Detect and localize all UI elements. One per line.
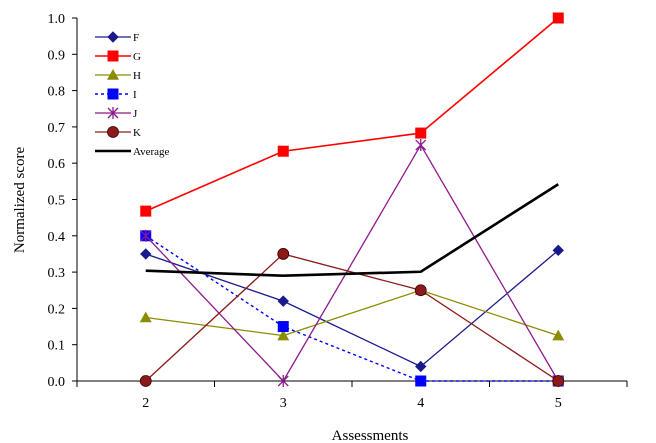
data-point — [140, 248, 152, 260]
legend-label: I — [133, 89, 137, 101]
x-axis-title: Assessments — [332, 428, 409, 443]
legend-entry: F — [95, 31, 139, 44]
y-tick-label: 0.8 — [48, 85, 66, 100]
legend-label: H — [133, 70, 141, 82]
legend-swatch-marker — [107, 107, 119, 119]
series-k — [139, 248, 565, 387]
data-point — [139, 311, 152, 323]
y-tick-label: 0.2 — [48, 302, 66, 317]
legend-swatch-marker — [107, 50, 119, 62]
legend-entry: J — [95, 107, 138, 120]
legend-label: F — [133, 32, 139, 44]
legend-entry: H — [95, 69, 141, 82]
y-axis-title: Normalized score — [12, 147, 28, 254]
series-f — [140, 244, 564, 373]
data-point — [277, 145, 289, 157]
legend-entry: I — [95, 88, 137, 101]
data-point — [415, 139, 427, 152]
legend-swatch-marker — [107, 126, 119, 138]
data-point — [414, 284, 427, 297]
legend-entry: K — [95, 126, 141, 139]
legend-label: G — [133, 51, 141, 63]
y-tick-label: 0.6 — [48, 157, 66, 172]
axes: 0.0 0.1 0.2 0.3 0.4 0.5 0.6 0.7 0.8 0.9 1.0 2 3 4 5 — [48, 12, 628, 411]
legend-label: J — [133, 108, 138, 120]
series-j — [140, 139, 564, 387]
data-point — [552, 244, 564, 257]
x-tick-label: 3 — [280, 396, 287, 411]
data-point — [552, 12, 564, 24]
y-tick-label: 1.0 — [48, 12, 66, 27]
y-tick-label: 0.3 — [48, 266, 66, 281]
data-point — [277, 321, 289, 333]
legend-label: Average — [133, 146, 170, 158]
series-layer — [139, 12, 565, 387]
data-point — [552, 375, 565, 387]
data-point — [415, 360, 427, 373]
series-line — [145, 235, 559, 382]
series-line — [145, 143, 559, 383]
legend-entry: G — [95, 50, 141, 63]
legend-swatch-marker — [107, 69, 119, 80]
series-line — [145, 253, 559, 382]
y-tick-label: 0.0 — [48, 375, 66, 390]
data-point — [140, 205, 152, 217]
y-tick-label: 0.7 — [48, 121, 66, 136]
data-point — [277, 329, 290, 341]
data-point — [277, 295, 289, 307]
data-point — [277, 248, 290, 260]
series-line — [145, 249, 559, 368]
x-tick-label: 5 — [555, 396, 562, 411]
legend-swatch-marker — [107, 88, 119, 100]
data-point — [277, 375, 289, 387]
series-g — [140, 12, 564, 217]
y-tick-label: 0.5 — [48, 194, 66, 209]
series-i — [140, 230, 564, 387]
data-point — [415, 375, 427, 387]
series-line — [145, 289, 559, 337]
data-point — [552, 329, 565, 341]
y-tick-label: 0.1 — [48, 339, 66, 354]
legend-label: K — [133, 127, 141, 139]
data-point — [139, 375, 152, 387]
series-average — [145, 183, 559, 278]
y-tick-label: 0.4 — [48, 230, 66, 245]
y-tick-label: 0.9 — [48, 48, 66, 63]
series-h — [139, 284, 565, 341]
x-tick-label: 4 — [417, 396, 424, 411]
legend-swatch-marker — [107, 31, 119, 43]
data-point — [415, 127, 427, 139]
x-tick-label: 2 — [142, 396, 149, 411]
series-line — [145, 183, 559, 278]
series-line — [145, 17, 559, 212]
data-point — [140, 229, 152, 242]
legend-entry: Average — [95, 146, 170, 158]
